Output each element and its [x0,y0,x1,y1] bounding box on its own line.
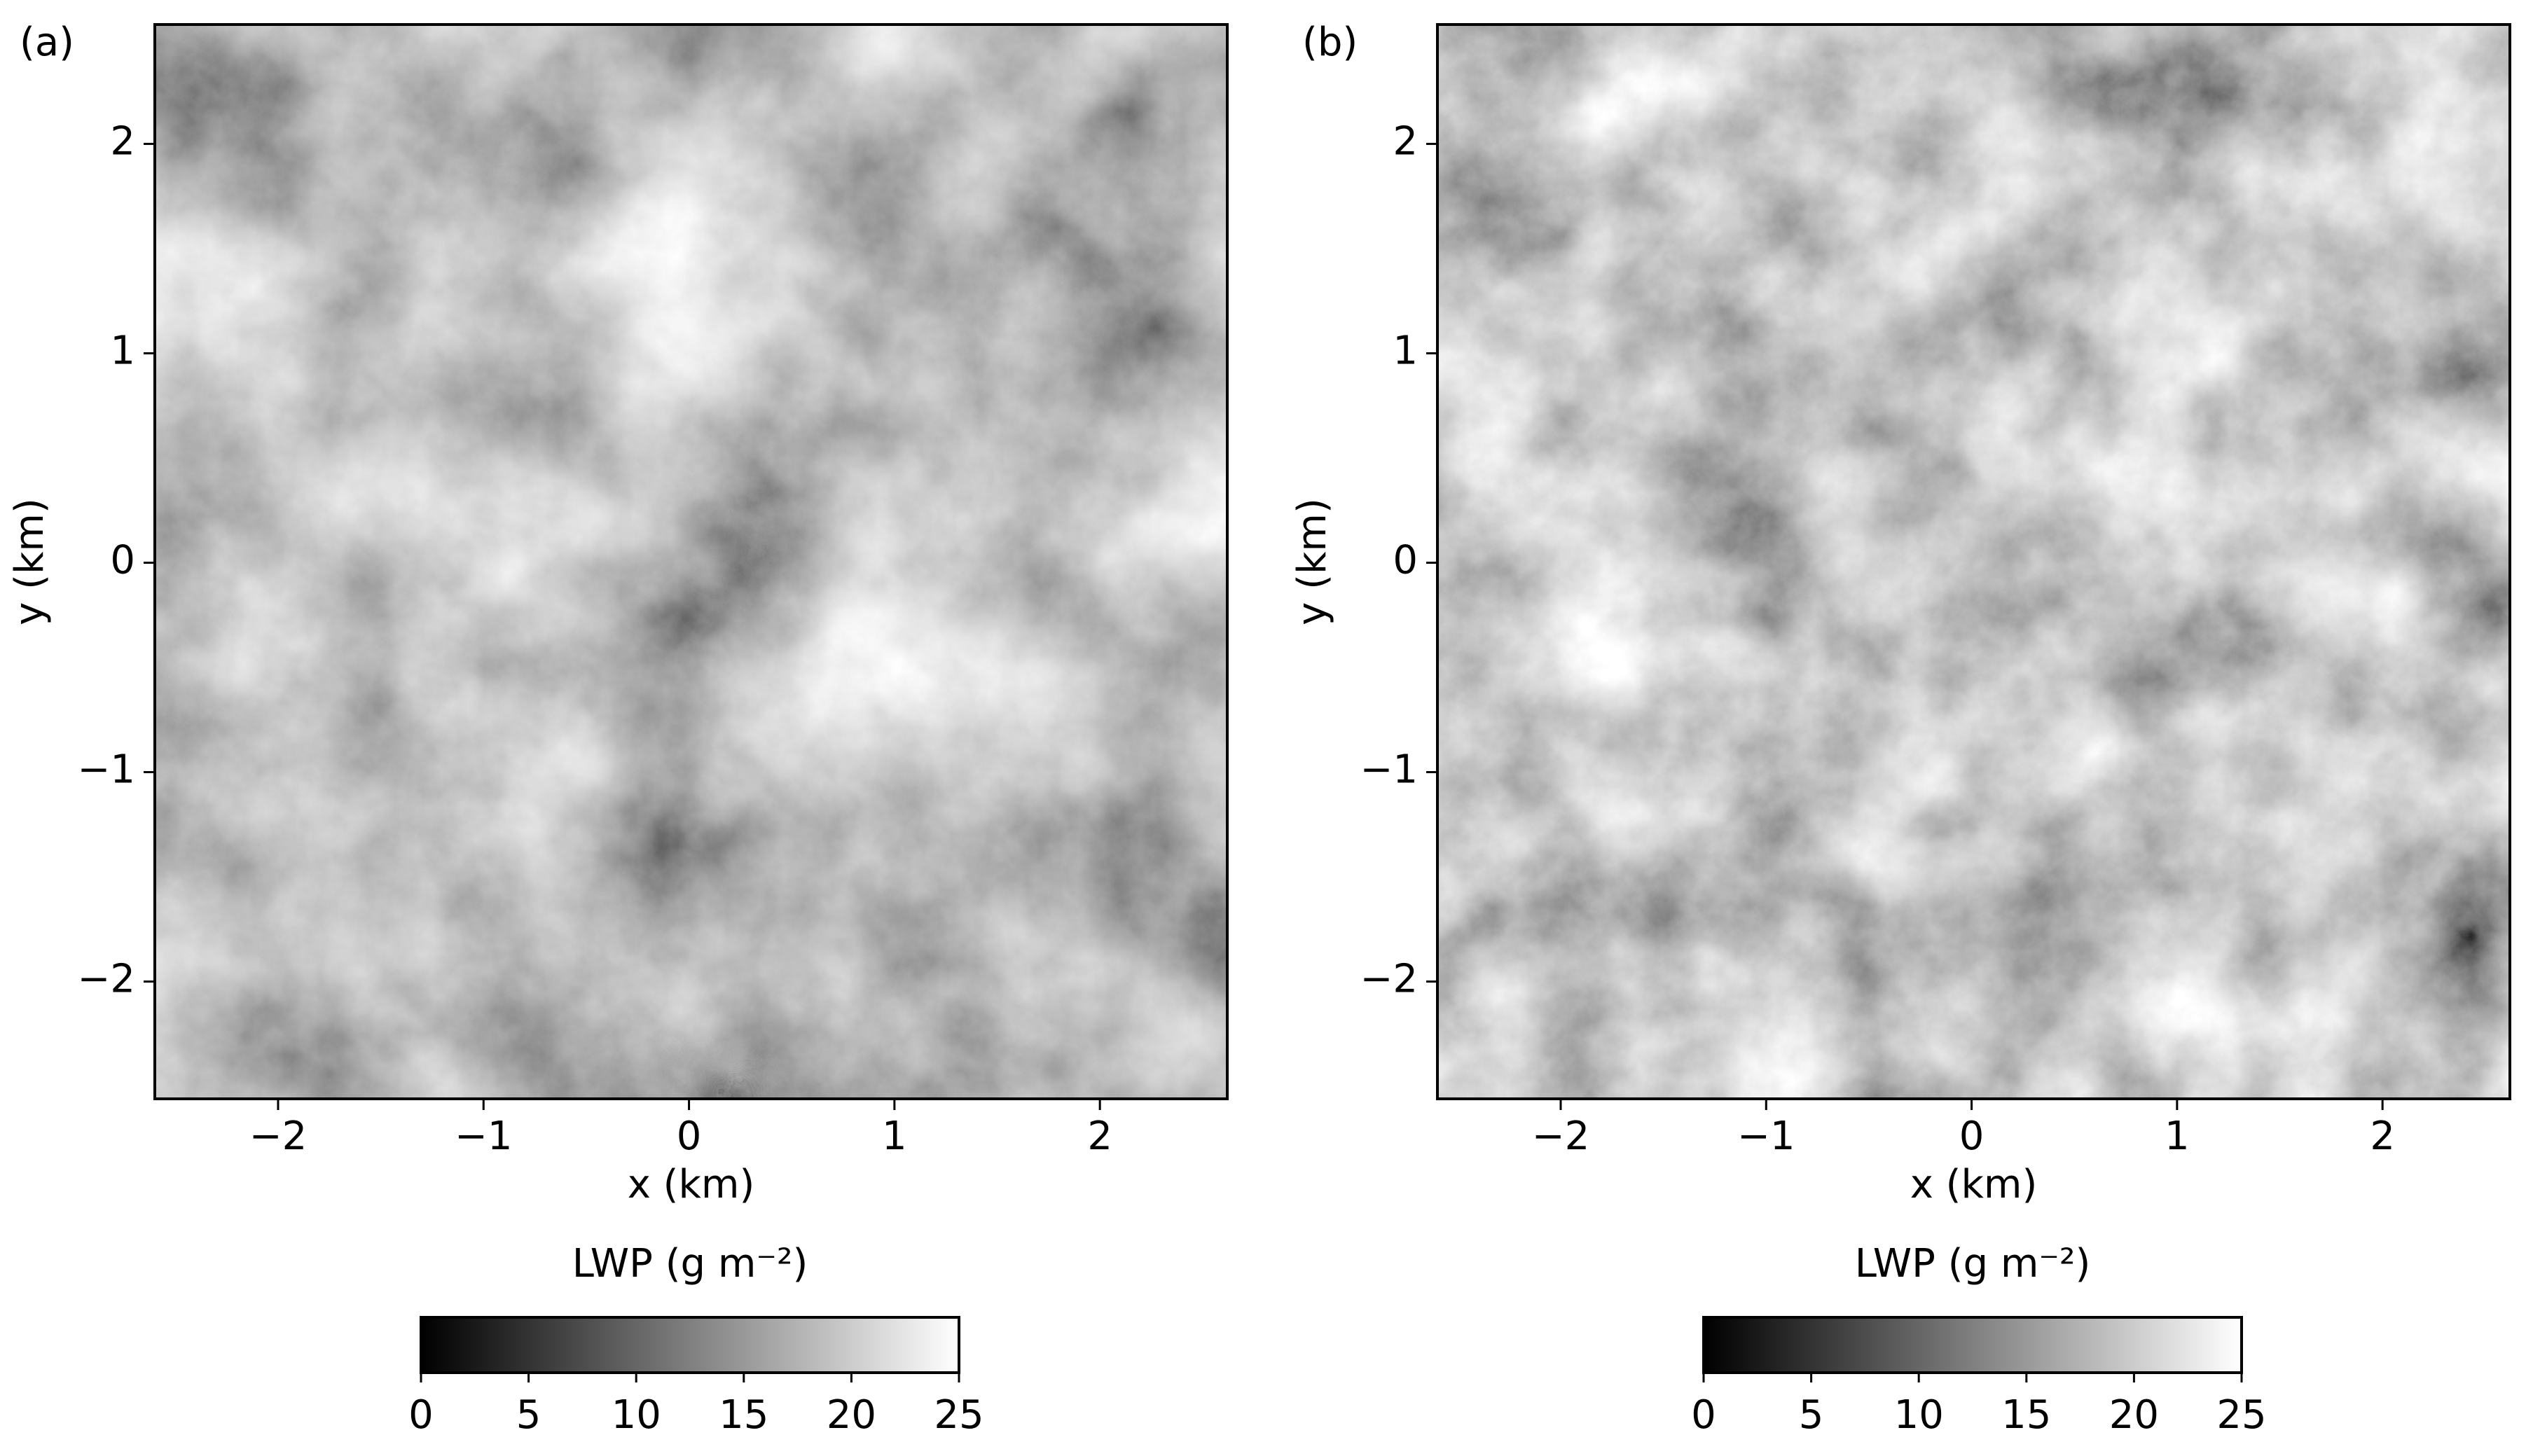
x-tick-label: −1 [455,1114,513,1159]
colorbar-tick-label: 0 [408,1392,434,1438]
y-tick-label: 0 [110,538,135,583]
y-tick-label: 2 [110,119,135,165]
colorbar-tick-label: 25 [2216,1392,2266,1438]
colorbar-label: LWP (g m⁻²) [1855,1241,2091,1287]
y-axis-label: y (km) [1290,498,1335,625]
colorbar-tick-label: 20 [2109,1392,2159,1438]
colorbar-tick-label: 5 [516,1392,541,1438]
colorbar-tick-label: 10 [612,1392,661,1438]
colorbar-tick-label: 20 [827,1392,876,1438]
panel-label: (b) [1302,20,1358,65]
y-tick-label: 2 [1393,119,1418,165]
y-tick-label: −2 [1360,957,1418,1002]
x-tick-label: −1 [1737,1114,1795,1159]
colorbar [1702,1316,2243,1374]
x-axis-label: x (km) [628,1162,755,1207]
y-tick-label: −1 [77,747,135,793]
y-tick-label: −1 [1360,747,1418,793]
x-tick-label: 2 [2370,1114,2395,1159]
colorbar-label: LWP (g m⁻²) [572,1241,808,1287]
colorbar-tick-label: 10 [1894,1392,1944,1438]
x-tick-label: 0 [677,1114,702,1159]
colorbar-tick-label: 15 [719,1392,768,1438]
x-axis-label: x (km) [1910,1162,2038,1207]
colorbar-tick-label: 15 [2001,1392,2051,1438]
colorbar [420,1316,960,1374]
y-tick-label: 1 [110,328,135,374]
colorbar-tick-label: 5 [1799,1392,1824,1438]
x-tick-label: −2 [249,1114,308,1159]
x-tick-label: −2 [1532,1114,1590,1159]
x-tick-label: 0 [1959,1114,1985,1159]
y-tick-label: −2 [77,957,135,1002]
x-tick-label: 1 [2165,1114,2190,1159]
y-tick-label: 0 [1393,538,1418,583]
y-axis-label: y (km) [7,498,53,625]
x-tick-label: 1 [882,1114,907,1159]
lwp-field [155,25,1227,1099]
x-tick-label: 2 [1087,1114,1112,1159]
y-tick-label: 1 [1393,328,1418,374]
lwp-field [1437,25,2510,1099]
colorbar-tick-label: 0 [1691,1392,1716,1438]
colorbar-tick-label: 25 [934,1392,984,1438]
panel-label: (a) [20,20,74,65]
